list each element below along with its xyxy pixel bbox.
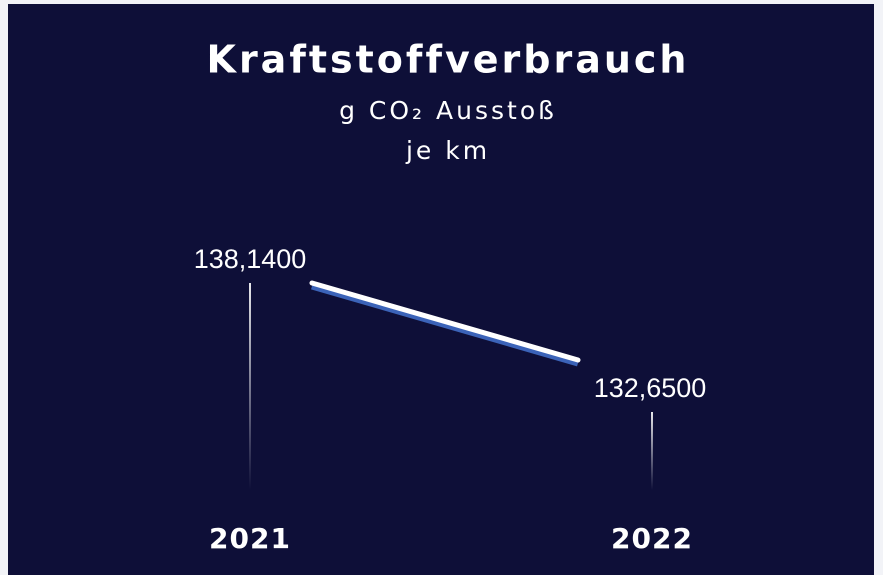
line (309, 280, 581, 363)
data-label: 138,1400 (194, 244, 307, 274)
chart-subtitle: g CO₂ Ausstoß (339, 96, 557, 125)
data-label: 132,6500 (594, 373, 707, 403)
chart-title: Kraftstoffverbrauch (207, 38, 690, 82)
chart-subtitle: je km (405, 136, 490, 165)
x-tick-label: 2021 (209, 522, 291, 555)
line-shadow (311, 282, 579, 367)
panel (8, 4, 874, 575)
x-tick-label: 2022 (611, 522, 693, 555)
drop-line (651, 412, 653, 490)
drop-line (249, 283, 251, 490)
